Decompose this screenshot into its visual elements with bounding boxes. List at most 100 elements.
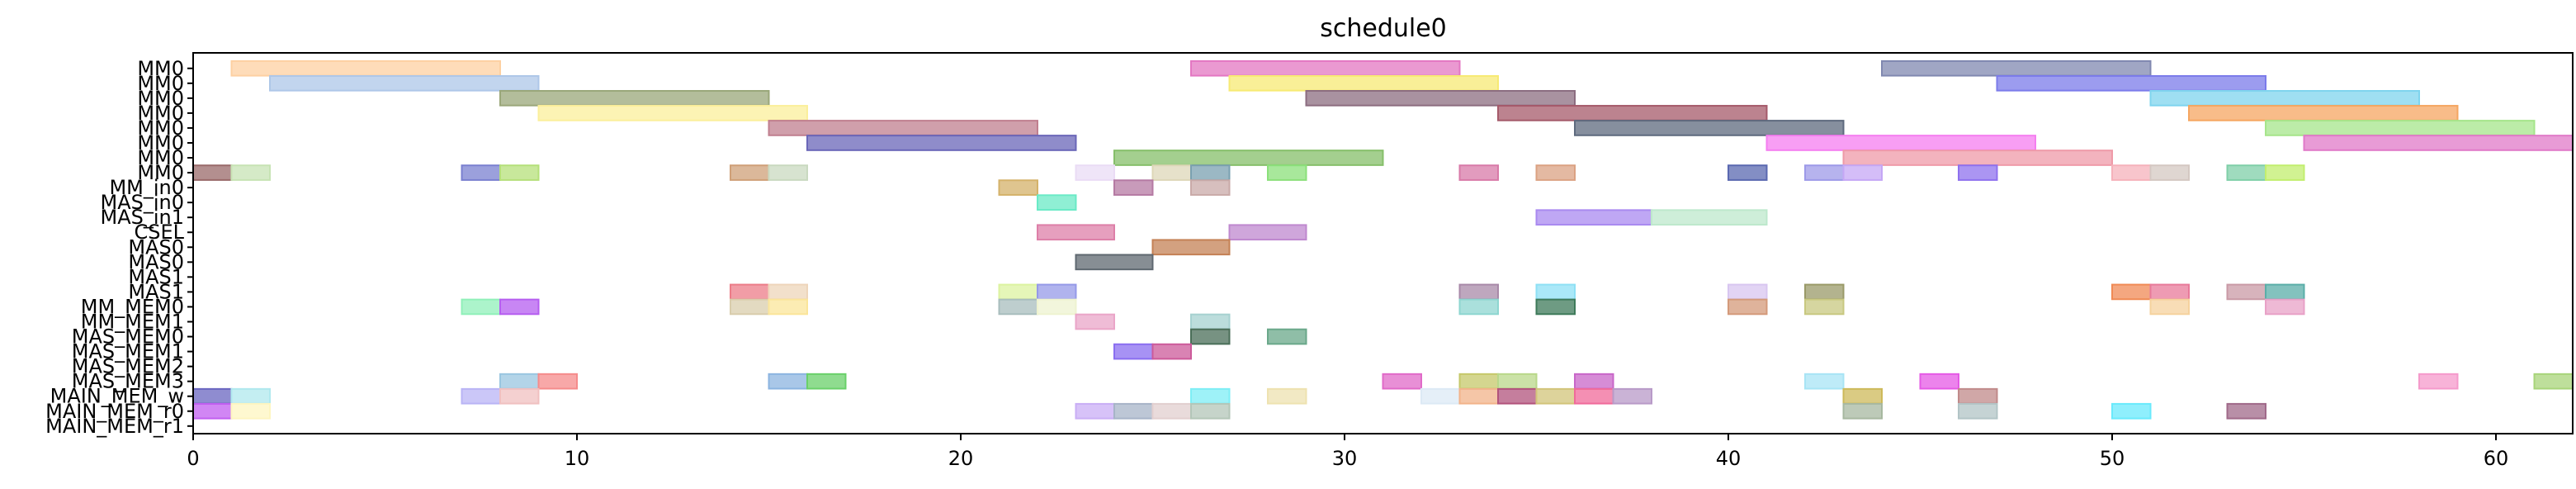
task-bar [2149,164,2190,181]
task-bar [1267,328,1307,345]
task-bar [2533,373,2574,390]
task-bar [1996,74,2266,92]
task-bar [1804,373,1845,390]
x-tick-label: 50 [2100,447,2125,470]
row-label: MAS_in1 [100,206,184,229]
task-bar [998,283,1038,301]
task-bar [2188,105,2459,121]
task-bar [2149,283,2190,301]
task-bar [230,402,271,420]
task-bar [2418,373,2459,390]
task-bar [2226,164,2266,181]
row-label: MM0 [137,87,184,110]
task-bar [1151,343,1192,360]
row-label: MAS_MEM0 [72,325,184,349]
task-bar [1958,402,1998,420]
task-bar [1075,254,1154,271]
task-bar [1190,313,1231,330]
task-bar [1190,179,1231,196]
row-label: MM_MEM1 [81,310,184,333]
task-bar [1958,164,1998,181]
task-bar [499,373,540,390]
task-bar [1804,164,1845,181]
task-bar [1037,283,1077,301]
task-bar [768,120,1038,136]
task-bar [2226,402,2266,420]
task-bar [1305,90,1576,107]
task-bar [1458,387,1499,405]
task-bar [998,298,1038,316]
task-bar [1535,298,1576,316]
task-bar [1842,164,1883,181]
task-bar [230,59,501,77]
task-bar [1228,224,1307,241]
task-bar [806,373,847,390]
x-axis: 0 10 20 30 40 50 60 [187,434,2508,470]
task-bar [1037,298,1077,316]
task-bar [1190,164,1231,181]
task-bar [1535,209,1652,226]
task-bar [230,387,271,405]
row-label: MAS_MEM3 [72,370,184,393]
task-bar [1037,224,1115,241]
task-bar [192,387,233,405]
task-bar [1574,120,1845,136]
task-bar [499,387,540,405]
row-label: MM0 [137,57,184,80]
task-bar [1804,298,1845,316]
task-bar [2265,283,2305,301]
task-bar [2265,164,2305,181]
task-bar [1535,164,1576,181]
task-bar [1267,164,1307,181]
task-bar [1497,373,1538,390]
row-label: MAS1 [128,280,184,303]
task-bar [1190,59,1461,77]
x-tick-label: 60 [2484,447,2509,470]
row-label: MAS_in0 [100,191,184,214]
task-bar [1728,164,1768,181]
row-label: MAS0 [128,235,184,259]
task-bar [1458,164,1499,181]
task-bar [1842,387,1883,405]
row-label: MAIN_MEM_r0 [45,400,184,423]
task-bar [1612,387,1652,405]
task-bar [768,298,808,316]
task-bar [1113,179,1154,196]
task-bar [499,298,540,316]
task-bar [1728,298,1768,316]
x-tick-label: 0 [187,447,199,470]
task-bar [1458,373,1499,390]
task-bar [730,283,770,301]
task-bar [1075,313,1115,330]
task-bar [2111,402,2152,420]
task-bar [1881,59,2152,77]
row-label: MM0 [137,161,184,184]
x-tick-label: 30 [1332,447,1358,470]
task-bar [2149,90,2420,107]
task-bar [1919,373,1959,390]
task-bar [537,373,578,390]
row-label: MM0 [137,116,184,140]
task-bars [192,59,2574,420]
task-bar [1075,402,1115,420]
task-bar [192,402,233,420]
task-bar [1574,373,1614,390]
task-bar [1842,402,1883,420]
task-bar [2226,283,2266,301]
task-bar [2303,135,2574,151]
row-label: MAS0 [128,250,184,273]
task-bar [1804,283,1845,301]
row-labels: MM0MM0MM0MM0MM0MM0MM0MM0MM_in0MAS_in0MAS… [45,57,193,438]
task-bar [730,164,770,181]
task-bar [768,283,808,301]
task-bar [2265,120,2536,136]
task-bar [230,164,271,181]
task-bar [461,387,501,405]
task-bar [1420,387,1461,405]
task-bar [1113,402,1154,420]
task-bar [1228,74,1499,92]
task-bar [1458,283,1499,301]
task-bar [1075,164,1115,181]
task-bar [730,298,770,316]
